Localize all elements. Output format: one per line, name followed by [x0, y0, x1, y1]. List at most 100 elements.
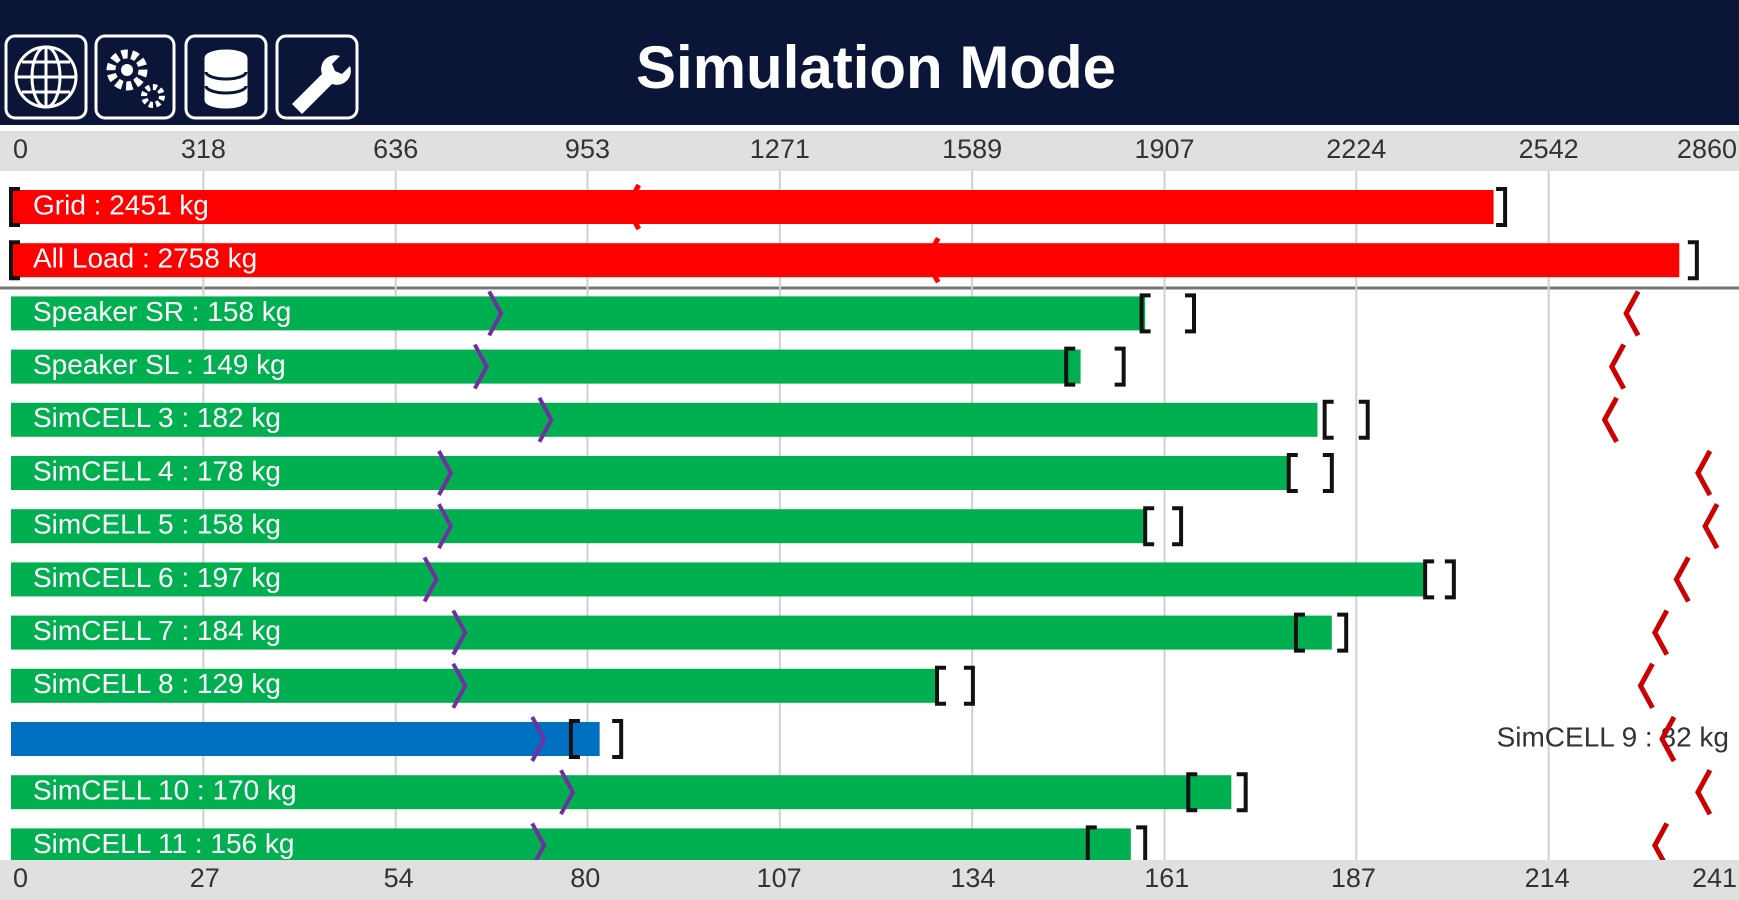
bar — [11, 668, 938, 703]
tick-label: 54 — [384, 863, 414, 893]
tick-label: 1589 — [942, 134, 1002, 164]
max-marker — [1601, 396, 1619, 443]
bracket-high — [612, 719, 624, 759]
bar — [11, 349, 1081, 384]
bar-label: SimCELL 8 : 129 kg — [33, 668, 281, 699]
tick-label: 0 — [13, 134, 28, 164]
settings-button[interactable] — [94, 34, 176, 120]
min-marker — [451, 609, 468, 656]
top-axis-band — [0, 131, 1739, 171]
max-marker — [923, 237, 941, 284]
min-marker — [530, 716, 547, 762]
bracket-low — [1286, 453, 1298, 493]
max-marker — [623, 183, 641, 231]
bar-label: Speaker SL : 149 kg — [33, 349, 286, 380]
page-title: Simulation Mode — [636, 34, 1116, 101]
bar-label: All Load : 2758 kg — [33, 243, 257, 274]
bar-label: SimCELL 4 : 178 kg — [33, 455, 281, 486]
max-marker — [1652, 609, 1670, 656]
min-marker — [437, 450, 454, 496]
tick-label: 2224 — [1326, 134, 1386, 164]
max-marker — [1695, 769, 1713, 816]
bar-label: Grid : 2451 kg — [33, 189, 209, 220]
bracket-high — [1337, 612, 1349, 653]
header-bar — [0, 0, 1739, 125]
tick-label: 27 — [190, 863, 220, 893]
max-marker — [1608, 343, 1626, 390]
bar-label: SimCELL 9 : 82 kg — [1497, 721, 1729, 752]
max-marker — [1623, 290, 1641, 337]
tick-label: 2542 — [1519, 134, 1579, 164]
bar — [11, 190, 1494, 224]
min-marker — [537, 396, 554, 443]
bracket-high — [1322, 453, 1334, 493]
bar-label: SimCELL 6 : 197 kg — [33, 562, 281, 593]
max-marker — [1702, 503, 1720, 550]
bar — [11, 562, 1426, 597]
min-marker — [451, 662, 468, 709]
bracket-low — [1322, 399, 1334, 440]
tick-label: 107 — [757, 863, 802, 893]
bracket-low — [568, 719, 580, 759]
bracket-low — [935, 665, 947, 706]
min-marker — [422, 556, 439, 603]
bar-label: SimCELL 5 : 158 kg — [33, 509, 281, 540]
bar — [11, 615, 1332, 650]
bracket-low — [1139, 293, 1151, 334]
bracket-high — [1114, 346, 1126, 387]
database-button[interactable] — [184, 34, 268, 120]
max-marker — [1637, 662, 1655, 709]
tick-label: 2860 — [1677, 134, 1737, 164]
bracket-low — [1143, 506, 1155, 547]
tick-label: 134 — [950, 863, 995, 893]
tick-label: 1907 — [1134, 134, 1194, 164]
min-marker — [487, 290, 504, 337]
bar — [11, 456, 1289, 490]
tick-label: 187 — [1331, 863, 1376, 893]
bracket-high — [1444, 559, 1456, 600]
tick-label: 0 — [13, 863, 28, 893]
bar-label: Speaker SR : 158 kg — [33, 296, 291, 327]
bottom-axis-band — [0, 860, 1739, 900]
tick-label: 161 — [1144, 863, 1189, 893]
bar-label: SimCELL 3 : 182 kg — [33, 402, 281, 433]
bar-label: SimCELL 11 : 156 kg — [33, 828, 294, 859]
globe-button[interactable] — [4, 34, 88, 120]
bar — [11, 509, 1146, 544]
bar-label: SimCELL 10 : 170 kg — [33, 775, 297, 806]
bracket-low — [1186, 772, 1198, 813]
max-marker — [1673, 556, 1691, 603]
min-marker — [473, 343, 490, 390]
bracket-high — [1687, 240, 1699, 281]
bracket-low — [9, 240, 20, 281]
bracket-high — [963, 665, 975, 706]
bracket-low — [1293, 612, 1305, 653]
bar — [11, 243, 1680, 278]
bracket-high — [1358, 399, 1370, 440]
tick-label: 318 — [181, 134, 226, 164]
min-marker — [559, 769, 576, 816]
tools-button[interactable] — [275, 34, 359, 120]
tick-label: 241 — [1692, 863, 1737, 893]
min-marker — [437, 503, 454, 550]
tick-label: 1271 — [750, 134, 810, 164]
bracket-high — [1185, 293, 1197, 334]
tick-label: 636 — [373, 134, 418, 164]
bar — [11, 775, 1232, 810]
max-marker — [1659, 715, 1677, 763]
tick-label: 214 — [1525, 863, 1570, 893]
bar — [11, 828, 1131, 863]
tick-label: 80 — [570, 863, 600, 893]
max-marker — [1695, 449, 1713, 497]
bracket-low — [1423, 559, 1435, 600]
bracket-high — [1136, 825, 1148, 866]
tick-label: 953 — [565, 134, 610, 164]
bar — [11, 402, 1318, 437]
bracket-high — [1172, 506, 1184, 547]
bar — [11, 296, 1146, 331]
bracket-low — [9, 187, 20, 227]
bar-label: SimCELL 7 : 184 kg — [33, 615, 281, 646]
bar — [11, 722, 600, 756]
bracket-high — [1496, 187, 1508, 227]
